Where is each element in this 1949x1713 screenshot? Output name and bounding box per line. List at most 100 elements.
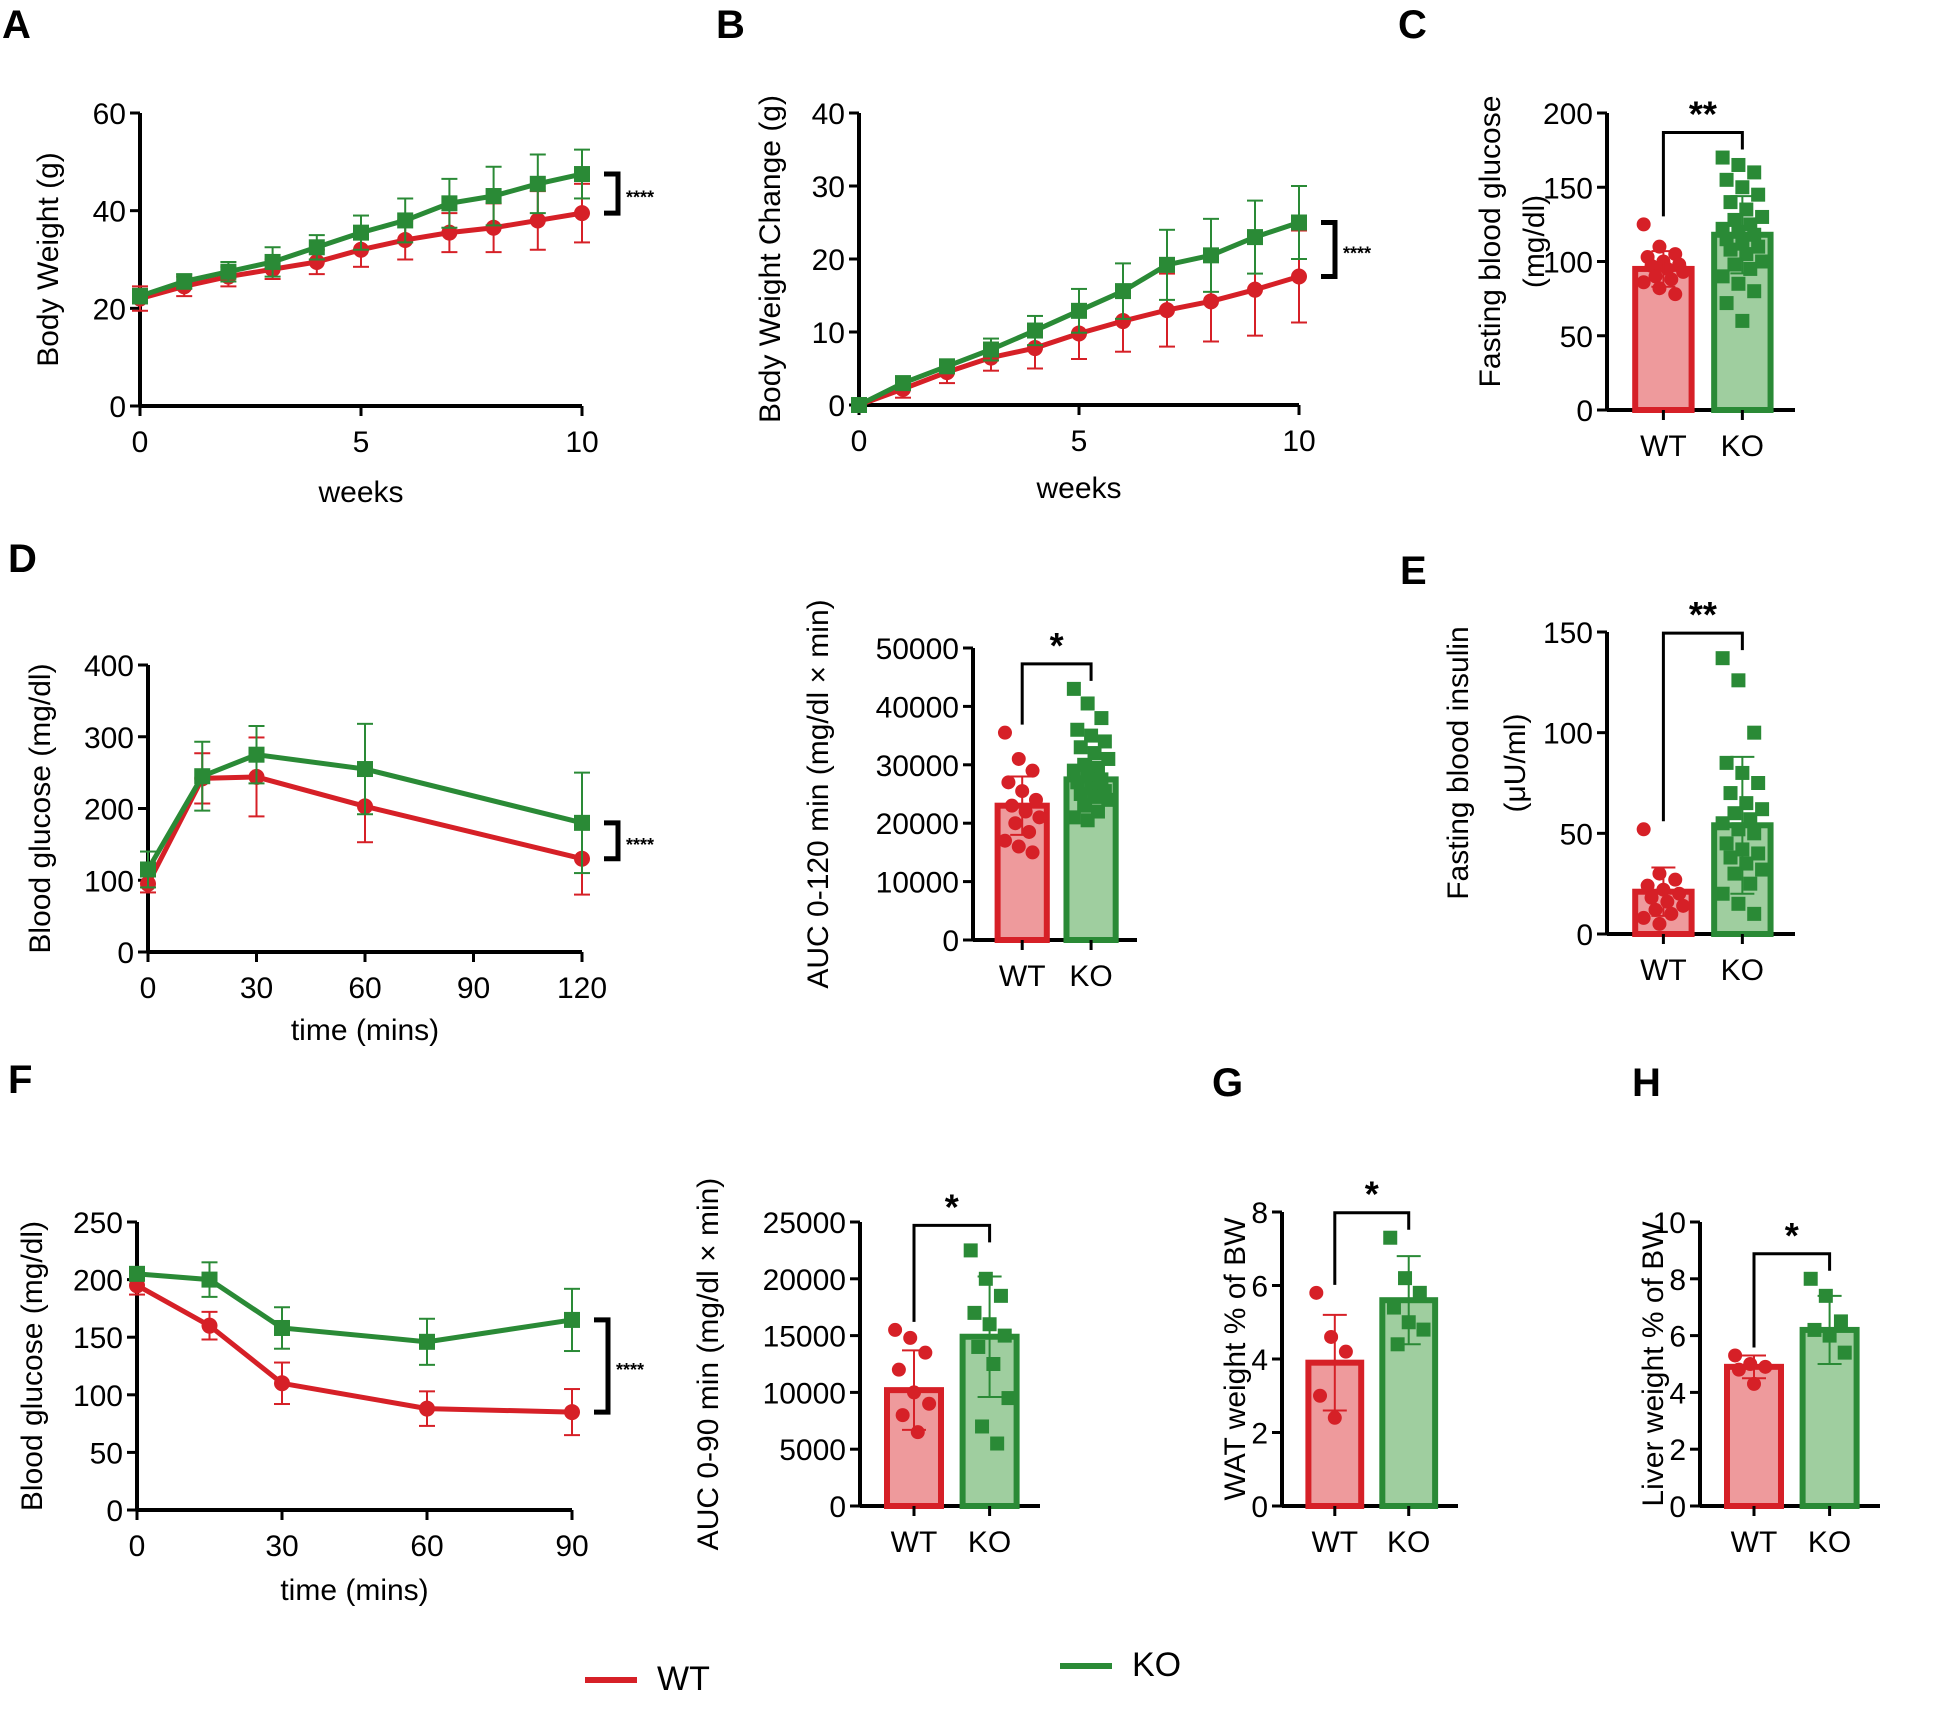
- data-point: [986, 1357, 1001, 1371]
- data-point: [441, 195, 458, 212]
- data-point: [1412, 1285, 1427, 1300]
- y-tick-label: 20000: [876, 808, 959, 841]
- significance-bracket: [604, 171, 621, 216]
- data-point: [1001, 1391, 1016, 1406]
- y-axis-label-units: (μU/ml): [1499, 714, 1532, 813]
- data-point: [1747, 165, 1762, 180]
- data-point: [1758, 1359, 1773, 1374]
- data-point: [993, 1288, 1008, 1303]
- y-tick-label: 40: [812, 98, 845, 131]
- data-point: [129, 1265, 145, 1282]
- data-point: [1027, 340, 1043, 357]
- data-point: [220, 263, 237, 280]
- data-point: [485, 188, 502, 205]
- data-point: [1032, 810, 1047, 825]
- y-tick-label: 10: [812, 317, 845, 350]
- data-point: [1247, 281, 1263, 298]
- data-point: [397, 212, 414, 229]
- x-axis-label: time (mins): [291, 1014, 439, 1047]
- data-point: [922, 1396, 937, 1411]
- x-tick-label: 90: [457, 972, 490, 1005]
- data-point: [1672, 886, 1687, 901]
- panel-letter: D: [8, 537, 37, 581]
- data-point: [971, 1339, 986, 1354]
- data-point: [1383, 1230, 1398, 1245]
- y-tick-label: 6: [1669, 1321, 1686, 1354]
- data-point: [918, 1345, 933, 1360]
- y-axis-label-units: (mg/dl): [1518, 195, 1551, 288]
- data-point: [1309, 1285, 1324, 1300]
- data-point: [1727, 212, 1742, 227]
- y-tick-label: 0: [1576, 395, 1593, 428]
- y-tick-label: 250: [73, 1207, 123, 1240]
- x-tick-label: 0: [851, 425, 868, 458]
- y-tick-label: 100: [1543, 718, 1593, 751]
- data-point: [1735, 180, 1750, 195]
- data-point: [1398, 1271, 1413, 1286]
- data-point: [1022, 824, 1037, 839]
- data-point: [308, 253, 325, 270]
- y-tick-label: 0: [1576, 919, 1593, 952]
- data-point: [274, 1375, 290, 1392]
- data-point: [997, 833, 1012, 848]
- significance-bracket: [1333, 1211, 1411, 1285]
- x-tick-label: 0: [129, 1530, 146, 1563]
- data-point: [1159, 256, 1175, 273]
- data-point: [1291, 268, 1307, 285]
- bar-group-ko: [1711, 651, 1774, 938]
- data-point: [1731, 896, 1746, 911]
- data-point: [1027, 322, 1043, 339]
- data-point: [1727, 866, 1742, 881]
- y-tick-label: 10000: [763, 1377, 846, 1410]
- data-point: [1324, 1329, 1339, 1344]
- panel-letter: G: [1212, 1061, 1243, 1105]
- y-tick-label: 0: [117, 937, 134, 970]
- bar-group-wt: [884, 1322, 944, 1510]
- x-tick-label: WT: [1640, 954, 1687, 987]
- data-point: [1833, 1314, 1848, 1329]
- x-axis-label: weeks: [317, 476, 403, 509]
- data-point: [1755, 254, 1770, 269]
- data-point: [1025, 845, 1040, 860]
- y-axis-label: Body Weight Change (g): [754, 95, 787, 423]
- y-tick-label: 150: [1543, 617, 1593, 650]
- data-point: [1747, 1376, 1761, 1391]
- data-point: [1073, 787, 1088, 801]
- data-point: [895, 1408, 910, 1423]
- y-tick-label: 0: [109, 391, 126, 424]
- y-tick-label: 200: [73, 1265, 123, 1298]
- data-point: [1071, 302, 1087, 319]
- x-tick-label: 60: [410, 1530, 443, 1563]
- bar-group-ko: [1799, 1271, 1860, 1510]
- data-point: [983, 341, 999, 358]
- data-point: [176, 273, 193, 290]
- panel-A: A 0 20 40 60 0 5 10 weeks Body Weight (g) ****: [2, 3, 654, 509]
- data-point: [574, 205, 590, 222]
- data-point: [1291, 214, 1307, 231]
- data-point: [1807, 1322, 1822, 1337]
- panel-C: C 0 50 100 150 200 Fasting blood glucose (mg/dl…: [1398, 3, 1795, 463]
- x-tick-label: WT: [891, 1526, 938, 1559]
- data-point: [1731, 276, 1746, 291]
- data-point: [140, 861, 156, 878]
- data-point: [939, 358, 955, 375]
- x-tick-label: 5: [1071, 425, 1088, 458]
- y-axis-label: Body Weight (g): [32, 152, 65, 367]
- bar-group-wt: [1724, 1348, 1784, 1509]
- y-axis-label: WAT weight % of BW: [1219, 1217, 1252, 1501]
- data-point: [564, 1404, 580, 1421]
- data-point: [1115, 283, 1131, 300]
- data-point: [1715, 651, 1730, 666]
- data-point: [1755, 802, 1770, 817]
- data-point: [1719, 755, 1734, 770]
- data-point: [1723, 195, 1738, 210]
- data-point: [308, 239, 325, 256]
- legend-item-ko: KO: [1060, 1646, 1181, 1684]
- data-point: [1803, 1271, 1818, 1286]
- y-tick-label: 300: [84, 722, 134, 755]
- data-point: [1648, 269, 1663, 284]
- y-tick-label: 30000: [876, 750, 959, 783]
- x-tick-label: 5: [353, 426, 370, 459]
- series-line-wt: [135, 1283, 573, 1415]
- data-point: [1715, 269, 1730, 284]
